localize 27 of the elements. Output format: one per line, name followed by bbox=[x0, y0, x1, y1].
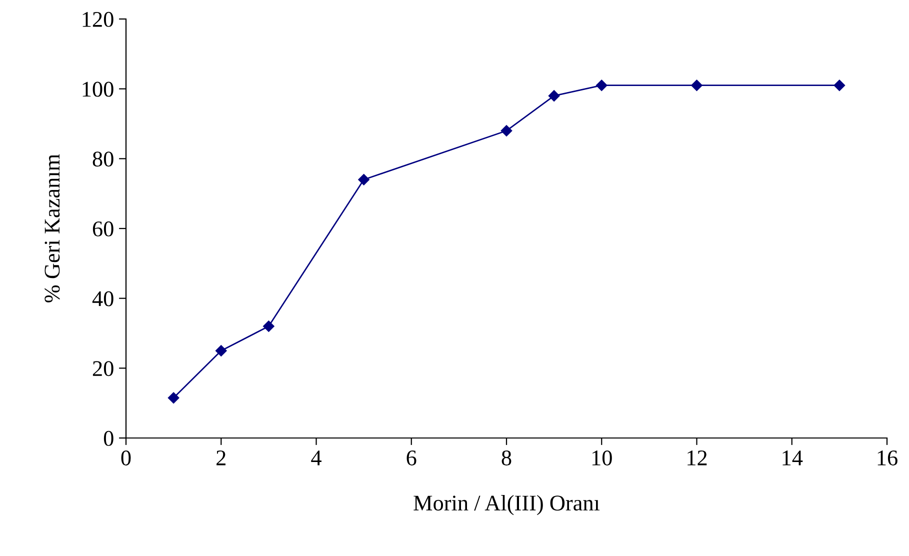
x-tick-label: 4 bbox=[311, 450, 322, 466]
point bbox=[500, 125, 512, 136]
x-tick-label: 2 bbox=[216, 450, 226, 466]
x-tick-label: 6 bbox=[406, 450, 416, 466]
y-tick-label: 40 bbox=[92, 291, 114, 306]
y-tick-label: 20 bbox=[92, 361, 114, 376]
x-tick-label: 10 bbox=[592, 450, 612, 466]
point bbox=[216, 345, 227, 356]
point bbox=[548, 90, 560, 102]
x-tick-label: 12 bbox=[688, 450, 707, 466]
y-tick-label: 0 bbox=[104, 430, 114, 446]
y-tick-label: 80 bbox=[92, 152, 114, 167]
point bbox=[691, 80, 702, 91]
y-tick-label: 100 bbox=[82, 82, 114, 97]
point bbox=[168, 392, 180, 404]
point bbox=[263, 320, 274, 332]
x-tick-label: 0 bbox=[121, 450, 131, 466]
x-axis-title: Morin / Al(III) Oranı bbox=[414, 494, 600, 516]
point bbox=[596, 80, 608, 91]
y-axis-title: % Geri Kazanım bbox=[44, 154, 60, 302]
x-tick-label: 8 bbox=[502, 450, 512, 466]
y-tick-label: 120 bbox=[82, 12, 114, 27]
point bbox=[358, 174, 370, 186]
y-tick-label: 60 bbox=[92, 221, 114, 236]
point bbox=[834, 80, 846, 91]
x-tick-label: 16 bbox=[878, 450, 898, 466]
x-tick-label: 14 bbox=[782, 450, 803, 466]
